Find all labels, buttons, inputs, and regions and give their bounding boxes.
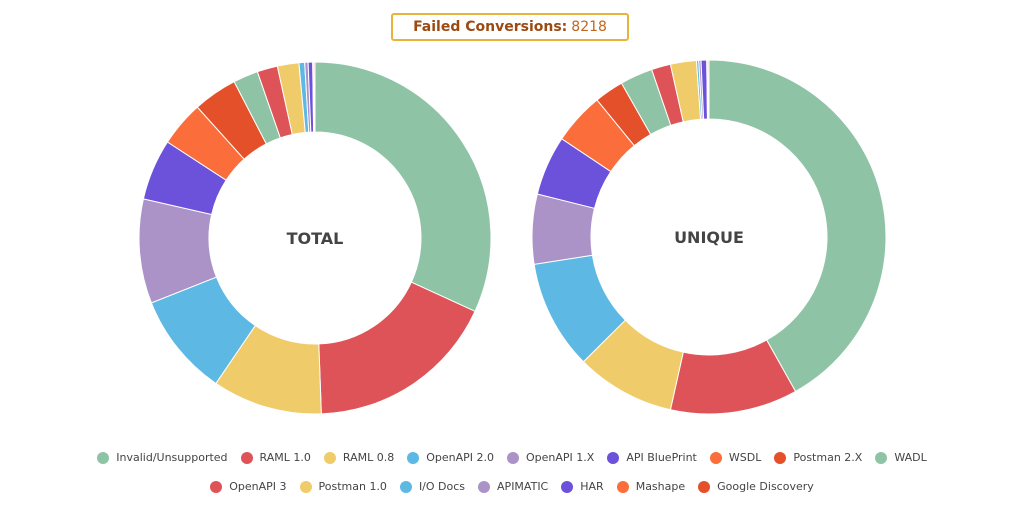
legend-dot-icon <box>507 451 520 464</box>
legend-item-openapi-2-0[interactable]: OpenAPI 2.0 <box>407 451 494 464</box>
legend-label: Postman 1.0 <box>318 480 387 493</box>
legend-dot-icon <box>709 451 722 464</box>
legend-dot-icon <box>616 480 629 493</box>
legend-label: WSDL <box>728 451 762 464</box>
legend-dot-icon <box>478 480 491 493</box>
unique-center-label: UNIQUE <box>674 228 744 247</box>
legend-dot-icon <box>240 451 253 464</box>
legend-dot-icon <box>97 451 110 464</box>
legend-item-raml-1-0[interactable]: RAML 1.0 <box>240 451 311 464</box>
failed-conversions-value: 8218 <box>571 19 607 35</box>
legend-item-i-o-docs[interactable]: I/O Docs <box>399 480 466 493</box>
total-center-label: TOTAL <box>287 229 344 248</box>
total-donut-chart: TOTAL <box>138 61 492 415</box>
legend-label: APIMATIC <box>497 480 549 493</box>
legend-label: Google Discovery <box>717 480 814 493</box>
legend-dot-icon <box>774 451 787 464</box>
legend-dot-icon <box>875 451 888 464</box>
legend-label: I/O Docs <box>418 480 466 493</box>
failed-conversions-badge: Failed Conversions: 8218 <box>391 13 629 41</box>
legend-item-openapi-3[interactable]: OpenAPI 3 <box>210 480 287 493</box>
legend-label: OpenAPI 1.X <box>526 451 595 464</box>
legend-label: HAR <box>580 480 604 493</box>
donut-charts: TOTAL UNIQUE <box>138 59 887 415</box>
slice-unique-invalid-unsupported[interactable] <box>708 59 887 393</box>
legend-dot-icon <box>407 451 420 464</box>
legend-label: WADL <box>894 451 927 464</box>
legend-dot-icon <box>210 480 223 493</box>
legend-item-api-blueprint[interactable]: API BluePrint <box>607 451 697 464</box>
legend-item-openapi-1-x[interactable]: OpenAPI 1.X <box>507 451 594 464</box>
legend-item-wadl[interactable]: WADL <box>875 451 927 464</box>
legend-item-google-discovery[interactable]: Google Discovery <box>698 480 814 493</box>
slice-unique-google-discovery[interactable] <box>707 59 710 120</box>
legend-label: Invalid/Unsupported <box>116 451 228 464</box>
legend-label: Mashape <box>635 480 686 493</box>
legend-dot-icon <box>323 451 336 464</box>
failed-conversions-label: Failed Conversions: <box>413 19 568 35</box>
legend-dot-icon <box>561 480 574 493</box>
slice-total-invalid-unsupported[interactable] <box>314 61 492 313</box>
slice-total-raml-1-0[interactable] <box>318 281 476 415</box>
unique-donut-chart: UNIQUE <box>531 59 887 415</box>
legend-row-1: Invalid/Unsupported RAML 1.0 RAML 0.8 OpenA… <box>0 451 1024 464</box>
legend-dot-icon <box>299 480 312 493</box>
legend-item-raml-0-8[interactable]: RAML 0.8 <box>323 451 395 464</box>
legend-item-postman-1-0[interactable]: Postman 1.0 <box>299 480 387 493</box>
legend-label: OpenAPI 2.0 <box>426 451 495 464</box>
legend-item-postman-2-x[interactable]: Postman 2.X <box>774 451 862 464</box>
legend-item-har[interactable]: HAR <box>561 480 604 493</box>
legend-item-wsdl[interactable]: WSDL <box>709 451 762 464</box>
legend-label: RAML 0.8 <box>342 451 395 464</box>
legend-label: OpenAPI 3 <box>229 480 287 493</box>
slice-total-google-discovery[interactable] <box>313 61 316 133</box>
legend-item-invalid-unsupported[interactable]: Invalid/Unsupported <box>97 451 228 464</box>
legend-label: API BluePrint <box>626 451 697 464</box>
legend-item-mashape[interactable]: Mashape <box>616 480 686 493</box>
legend-item-apimatic[interactable]: APIMATIC <box>478 480 548 493</box>
legend-dot-icon <box>698 480 711 493</box>
legend-dot-icon <box>607 451 620 464</box>
legend-row-2: OpenAPI 3 Postman 1.0 I/O Docs APIMATIC HAR M… <box>0 480 1024 493</box>
legend-dot-icon <box>399 480 412 493</box>
legend-label: Postman 2.X <box>793 451 863 464</box>
legend-label: RAML 1.0 <box>259 451 311 464</box>
